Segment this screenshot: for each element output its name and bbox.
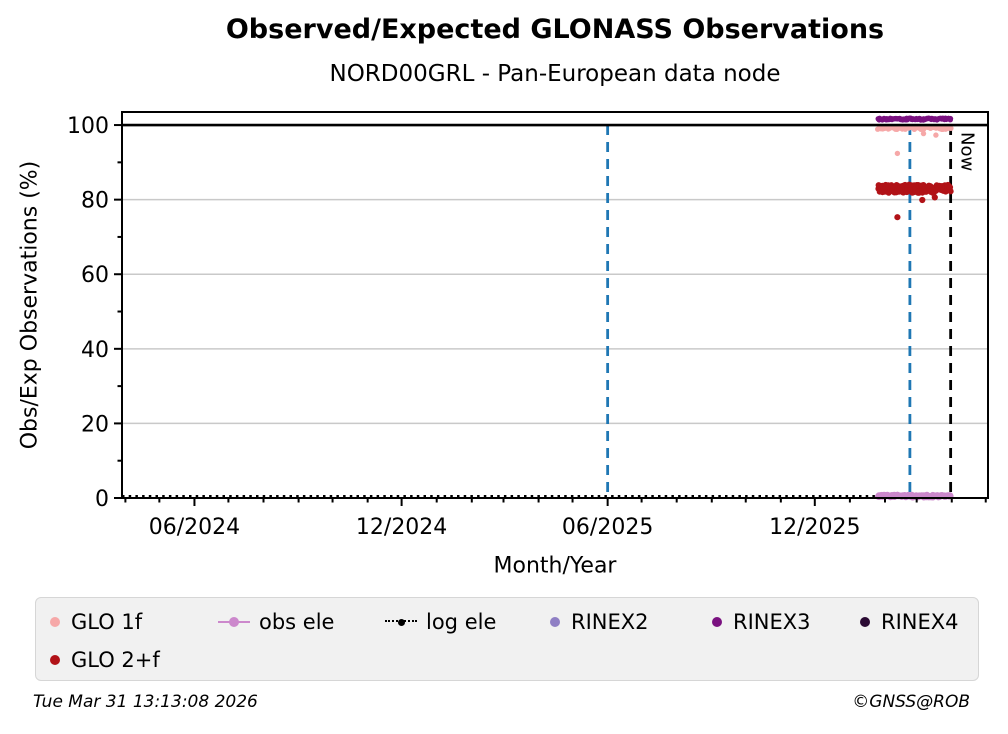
now-label: Now (957, 132, 978, 171)
copyright: ©GNSS@ROB (852, 692, 970, 712)
legend-item-rinex2: RINEX2 (548, 610, 710, 634)
svg-text:0: 0 (95, 487, 109, 512)
glo-1f-marker-icon (48, 615, 62, 629)
chart-canvas: 0 20 40 60 80 100 06/2024 12/2024 06/2025 12/2025… (67, 111, 989, 540)
svg-text:100: 100 (67, 114, 109, 139)
svg-text:12/2025: 12/2025 (769, 515, 860, 540)
series-glo-2-f (875, 181, 954, 221)
svg-text:20: 20 (81, 412, 109, 437)
legend-label: RINEX4 (881, 610, 959, 634)
legend-item-glo-1f: GLO 1f (48, 610, 218, 634)
svg-text:06/2024: 06/2024 (149, 515, 240, 540)
svg-text:80: 80 (81, 189, 109, 214)
series-obs-ele (875, 491, 954, 501)
series-glo-1f (875, 124, 954, 157)
legend-label: GLO 2+f (71, 648, 160, 672)
rinex4-marker-icon (858, 615, 872, 629)
legend: GLO 1f obs ele log ele RINEX2 RINEX3 RINEX4 GL… (35, 597, 979, 681)
axis-ticks (114, 124, 987, 506)
x-axis-label: Month/Year (493, 553, 617, 579)
svg-text:40: 40 (81, 338, 109, 363)
plot-frame (121, 111, 989, 499)
legend-row: GLO 1f obs ele log ele RINEX2 RINEX3 RINEX4 (36, 603, 978, 641)
log-ele-marker-icon (385, 615, 417, 629)
legend-label: log ele (426, 610, 497, 634)
legend-item-rinex4: RINEX4 (858, 610, 978, 634)
legend-label: obs ele (259, 610, 335, 634)
chart-subtitle: NORD00GRL - Pan-European data node (329, 61, 781, 87)
event-lines (606, 125, 953, 498)
svg-text:12/2024: 12/2024 (356, 515, 447, 540)
svg-text:06/2025: 06/2025 (562, 515, 653, 540)
rinex3-marker-icon (710, 615, 724, 629)
legend-item-glo-2-f: GLO 2+f (48, 648, 218, 672)
legend-item-log-ele: log ele (385, 610, 548, 634)
series-rinex3 (875, 115, 954, 123)
legend-item-obs-ele: obs ele (218, 610, 385, 634)
svg-text:60: 60 (81, 263, 109, 288)
timestamp: Tue Mar 31 13:13:08 2026 (33, 692, 258, 712)
obs-ele-marker-icon (218, 615, 250, 629)
legend-label: RINEX2 (571, 610, 649, 634)
legend-row: GLO 2+f (36, 641, 978, 679)
legend-label: RINEX3 (733, 610, 811, 634)
glo-2-f-marker-icon (48, 653, 62, 667)
tick-labels: 0 20 40 60 80 100 06/2024 12/2024 06/2025 12/2025 (67, 114, 861, 540)
legend-item-rinex3: RINEX3 (710, 610, 858, 634)
legend-label: GLO 1f (71, 610, 143, 634)
rinex2-marker-icon (548, 615, 562, 629)
chart-title: Observed/Expected GLONASS Observations (225, 14, 885, 45)
gridlines (122, 198, 988, 499)
